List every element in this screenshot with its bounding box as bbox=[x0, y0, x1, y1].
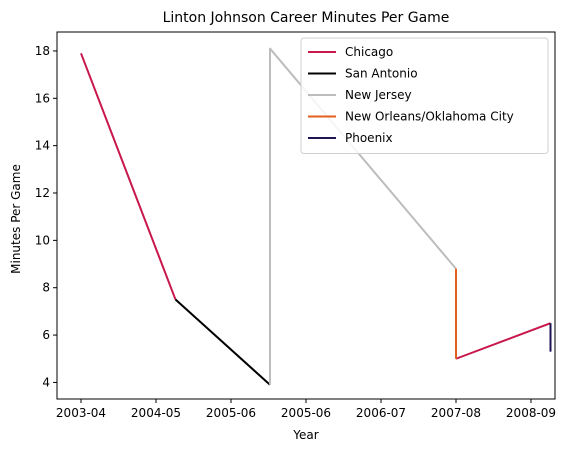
x-tick-label-0: 2003-04 bbox=[56, 406, 106, 420]
legend-label-2: New Jersey bbox=[345, 88, 412, 102]
legend-box bbox=[301, 38, 548, 154]
legend-label-0: Chicago bbox=[345, 45, 393, 59]
legend: Chicago San Antonio New Jersey New Orleans/… bbox=[301, 38, 548, 154]
x-tick-label-2: 2005-06 bbox=[206, 406, 256, 420]
y-tick-label-4: 12 bbox=[35, 186, 50, 200]
x-tick-label-5: 2007-08 bbox=[431, 406, 481, 420]
chart-title: Linton Johnson Career Minutes Per Game bbox=[163, 10, 450, 26]
legend-label-1: San Antonio bbox=[345, 67, 418, 81]
y-tick-label-2: 8 bbox=[42, 281, 50, 295]
legend-label-3: New Orleans/Oklahoma City bbox=[345, 110, 514, 124]
y-tick-label-1: 6 bbox=[42, 328, 50, 342]
legend-label-4: Phoenix bbox=[345, 131, 393, 145]
x-tick-label-3: 2005-06 bbox=[281, 406, 331, 420]
x-tick-label-6: 2008-09 bbox=[506, 406, 556, 420]
x-tick-label-4: 2006-07 bbox=[356, 406, 406, 420]
y-tick-label-3: 10 bbox=[35, 233, 50, 247]
x-tick-label-1: 2004-05 bbox=[131, 406, 181, 420]
y-tick-label-0: 4 bbox=[42, 375, 50, 389]
x-axis-label: Year bbox=[292, 428, 318, 442]
y-tick-label-6: 16 bbox=[35, 91, 50, 105]
y-tick-label-5: 14 bbox=[35, 139, 50, 153]
y-tick-label-7: 18 bbox=[35, 44, 50, 58]
y-axis-label: Minutes Per Game bbox=[9, 164, 23, 274]
